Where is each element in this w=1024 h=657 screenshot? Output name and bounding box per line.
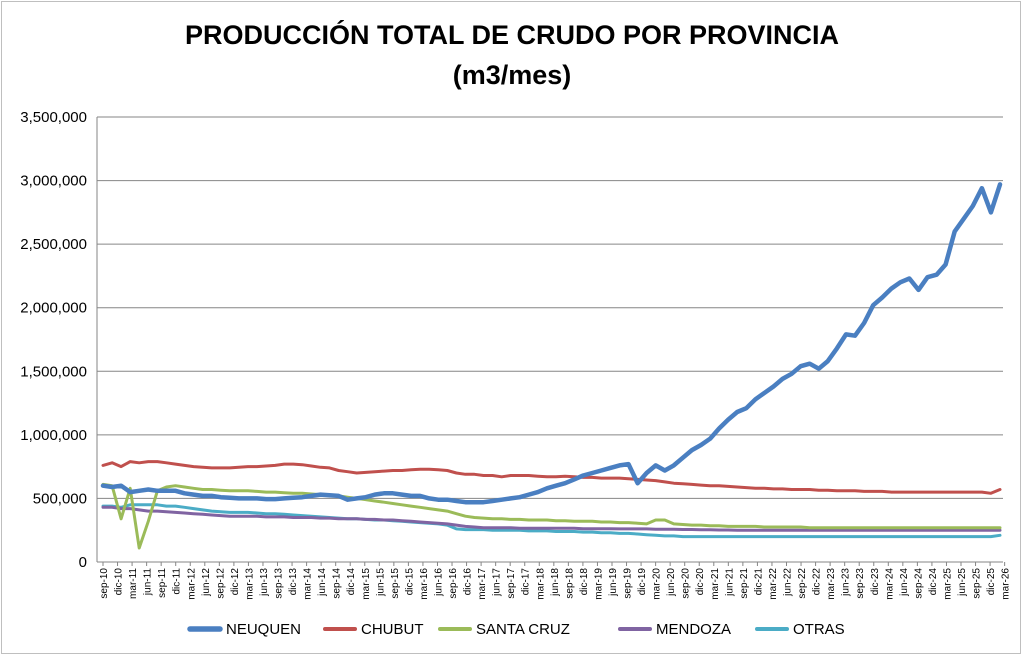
x-tick-label: sep-15 <box>390 568 401 599</box>
x-tick-label: mar-15 <box>361 568 372 600</box>
x-tick-label: mar-26 <box>1001 568 1012 600</box>
x-tick-label: mar-25 <box>942 568 953 600</box>
x-tick-label: mar-23 <box>826 568 837 600</box>
legend-label: NEUQUEN <box>226 621 301 638</box>
x-tick-label: jun-15 <box>375 568 386 597</box>
y-tick-label: 0 <box>79 554 87 571</box>
x-tick-label: mar-17 <box>477 568 488 600</box>
x-tick-label: dic-18 <box>579 568 590 596</box>
x-tick-label: dic-17 <box>521 568 532 596</box>
x-tick-label: dic-14 <box>346 568 357 596</box>
legend-label: SANTA CRUZ <box>476 621 570 638</box>
x-tick-label: jun-23 <box>841 568 852 597</box>
series-line-santa-cruz <box>101 482 1002 550</box>
x-tick-label: jun-25 <box>957 568 968 597</box>
x-tick-label: jun-20 <box>666 568 677 597</box>
x-tick-label: mar-19 <box>593 568 604 600</box>
x-tick-label: dic-25 <box>986 568 997 596</box>
x-tick-label: sep-13 <box>274 568 285 599</box>
x-tick-label: dic-24 <box>928 568 939 596</box>
x-tick-label: dic-16 <box>463 568 474 596</box>
x-tick-label: sep-19 <box>623 568 634 599</box>
x-tick-label: jun-24 <box>899 568 910 597</box>
y-tick-label: 2,500,000 <box>20 236 87 253</box>
x-tick-label: dic-12 <box>230 568 241 596</box>
x-tick-label: dic-15 <box>404 568 415 596</box>
series-line-neuquen <box>100 182 1003 505</box>
chart-title: PRODUCCIÓN TOTAL DE CRUDO POR PROVINCIA <box>184 20 840 50</box>
x-tick-label: mar-20 <box>652 568 663 600</box>
series-line-chubut <box>101 460 1002 495</box>
x-tick-label: mar-21 <box>710 568 721 600</box>
x-tick-label: mar-13 <box>244 568 255 600</box>
y-tick-label: 1,500,000 <box>20 363 87 380</box>
y-tick-label: 3,000,000 <box>20 173 87 190</box>
x-tick-label: sep-23 <box>855 568 866 599</box>
x-tick-label: jun-13 <box>259 568 270 597</box>
x-tick-label: sep-21 <box>739 568 750 599</box>
legend-label: CHUBUT <box>361 621 424 638</box>
x-tick-label: dic-11 <box>172 568 183 595</box>
x-tick-label: dic-22 <box>812 568 823 596</box>
x-tick-label: dic-19 <box>637 568 648 596</box>
x-tick-label: dic-13 <box>288 568 299 596</box>
x-tick-label: sep-10 <box>99 568 110 599</box>
x-tick-label: mar-22 <box>768 568 779 600</box>
x-tick-label: jun-22 <box>782 568 793 597</box>
x-tick-label: jun-11 <box>143 568 154 596</box>
y-tick-label: 1,000,000 <box>20 427 87 444</box>
x-tick-label: sep-17 <box>506 568 517 599</box>
legend-label: OTRAS <box>793 621 845 638</box>
x-tick-label: dic-21 <box>753 568 764 596</box>
x-tick-label: mar-11 <box>128 568 139 599</box>
y-tick-label: 2,000,000 <box>20 300 87 317</box>
x-tick-label: jun-12 <box>201 568 212 597</box>
x-tick-label: sep-22 <box>797 568 808 599</box>
x-tick-label: mar-12 <box>186 568 197 600</box>
x-tick-label: mar-14 <box>303 568 314 600</box>
y-tick-label: 500,000 <box>33 490 87 507</box>
x-tick-label: dic-20 <box>695 568 706 596</box>
x-tick-label: mar-16 <box>419 568 430 600</box>
x-tick-label: mar-24 <box>884 568 895 600</box>
x-tick-label: sep-24 <box>913 568 924 599</box>
x-tick-label: jun-18 <box>550 568 561 597</box>
x-tick-label: mar-18 <box>535 568 546 600</box>
series-line-mendoza <box>101 505 1002 532</box>
chart-subtitle: (m3/mes) <box>452 60 572 90</box>
x-tick-label: sep-20 <box>681 568 692 599</box>
x-tick-label: sep-18 <box>564 568 575 599</box>
legend-label: MENDOZA <box>656 621 731 638</box>
x-tick-label: sep-16 <box>448 568 459 599</box>
x-tick-label: sep-11 <box>157 568 168 598</box>
series-line-otras <box>101 503 1002 539</box>
x-tick-label: jun-21 <box>724 568 735 597</box>
x-tick-label: jun-16 <box>433 568 444 597</box>
x-tick-label: sep-14 <box>332 568 343 599</box>
x-tick-label: sep-25 <box>972 568 983 599</box>
x-tick-label: sep-12 <box>215 568 226 599</box>
x-tick-label: jun-17 <box>492 568 503 597</box>
x-tick-label: dic-10 <box>114 568 125 596</box>
x-tick-label: dic-23 <box>870 568 881 596</box>
x-tick-label: jun-14 <box>317 568 328 597</box>
y-tick-label: 3,500,000 <box>20 109 87 126</box>
x-tick-label: jun-19 <box>608 568 619 597</box>
